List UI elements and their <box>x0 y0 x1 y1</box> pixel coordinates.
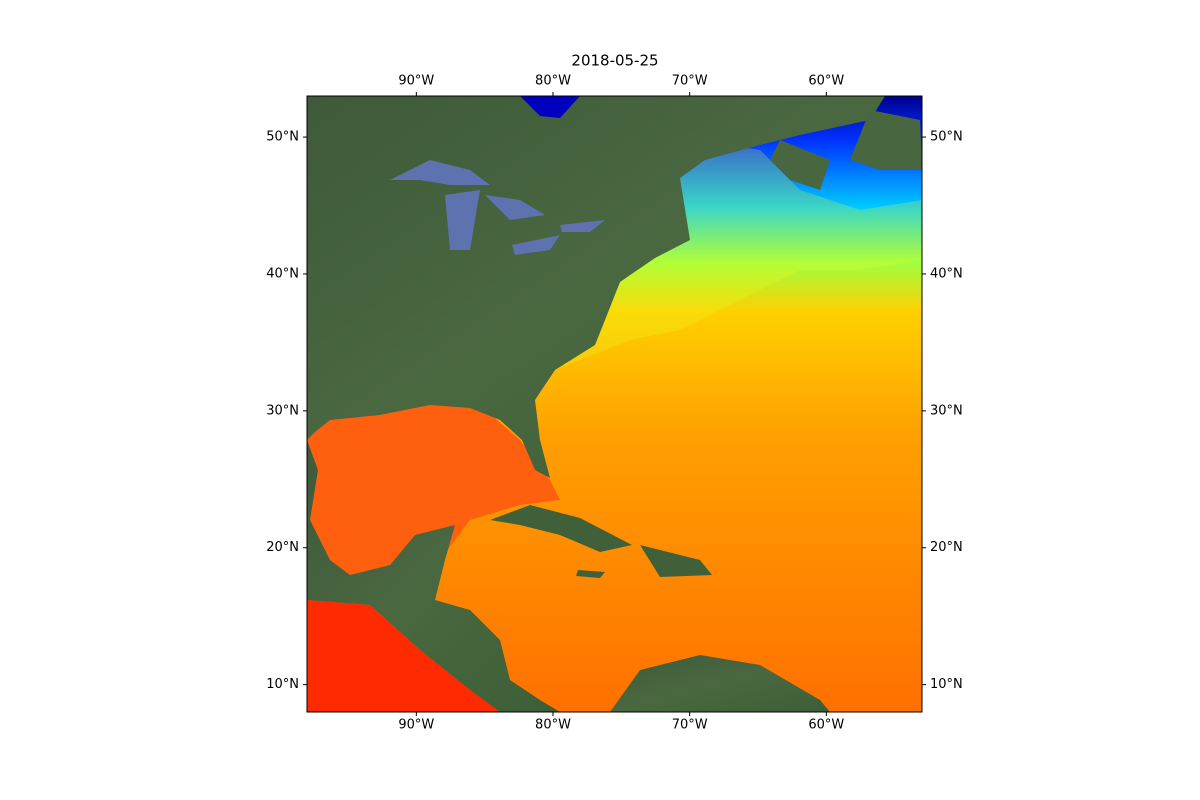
lake <box>560 220 605 232</box>
lake <box>512 235 560 255</box>
nova-scotia <box>770 140 830 190</box>
lake <box>390 160 490 185</box>
x-tick-label: 90°W <box>398 718 434 733</box>
newfoundland <box>850 110 922 170</box>
y-tick-label: 20°N <box>266 540 299 555</box>
north-america <box>307 96 885 478</box>
y-tick-label: 20°N <box>930 540 963 555</box>
y-tick-label: 50°N <box>266 130 299 145</box>
y-tick-label: 10°N <box>266 677 299 692</box>
pacific-water <box>307 600 500 712</box>
gulf-water <box>307 400 560 600</box>
x-tick-label: 60°W <box>808 718 844 733</box>
map-frame <box>306 95 923 713</box>
south-america <box>610 655 830 712</box>
lake <box>445 190 480 250</box>
map-title: 2018-05-25 <box>571 52 658 70</box>
y-tick-label: 40°N <box>266 266 299 281</box>
central-america <box>307 440 560 712</box>
x-tick-label: 90°W <box>398 74 434 89</box>
y-tick-label: 30°N <box>266 403 299 418</box>
y-tick-label: 10°N <box>930 677 963 692</box>
x-tick-label: 80°W <box>535 718 571 733</box>
y-tick-label: 40°N <box>930 266 963 281</box>
map-image <box>307 96 922 712</box>
x-tick-label: 70°W <box>672 718 708 733</box>
hispaniola <box>640 545 712 577</box>
x-tick-label: 60°W <box>808 74 844 89</box>
lake <box>485 195 545 220</box>
hudson-bay <box>520 96 580 118</box>
jamaica <box>576 570 605 578</box>
y-tick-label: 50°N <box>930 130 963 145</box>
x-tick-label: 70°W <box>672 74 708 89</box>
y-tick-label: 30°N <box>930 403 963 418</box>
cuba <box>490 505 632 552</box>
x-tick-label: 80°W <box>535 74 571 89</box>
